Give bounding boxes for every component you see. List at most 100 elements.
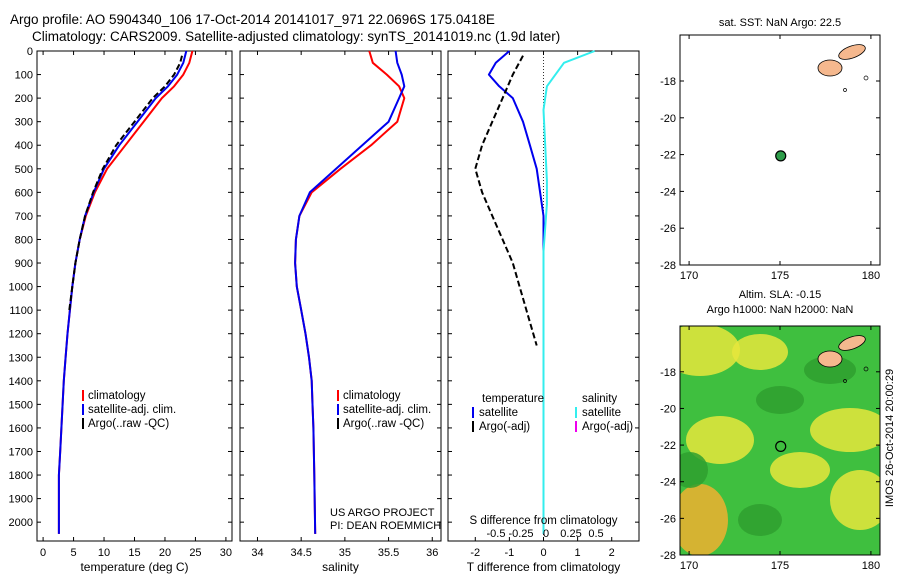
map-x-tick-label: 170: [680, 270, 698, 282]
y-tick-label: 2000: [9, 517, 33, 529]
map-y-tick-label: -20: [660, 403, 676, 415]
sla-patch: [732, 334, 788, 370]
land-island: [838, 44, 866, 60]
x-tick-label: 5: [71, 547, 77, 559]
map-y-tick-label: -22: [660, 150, 676, 162]
timestamp-label: IMOS 26-Oct-2014 20:00:29: [884, 369, 896, 507]
map-y-tick-label: -20: [660, 113, 676, 125]
legend-label: climatology: [88, 390, 146, 402]
sla-patch: [680, 326, 740, 376]
sla-patch: [804, 356, 856, 384]
land-island: [817, 350, 843, 368]
series-sal_satellite: [542, 50, 596, 534]
sla-patch: [830, 470, 880, 530]
legend-label: satellite: [479, 407, 518, 419]
series-satellite: [294, 50, 406, 534]
y-tick-label: 1400: [9, 376, 33, 388]
panel-temperature: 0100200300400500600700800900100011001200…: [9, 46, 233, 574]
sla-patch: [738, 504, 782, 536]
secondary-tick-label: 0.25: [560, 528, 581, 540]
sla-patch: [756, 386, 804, 414]
series-argo: [68, 55, 183, 311]
y-tick-label: 1200: [9, 329, 33, 341]
secondary-tick-label: 0.5: [588, 528, 603, 540]
x-tick-label: 0: [540, 547, 546, 559]
x-tick-label: 25: [189, 547, 201, 559]
x-axis-label-top: S difference from climatology: [469, 515, 617, 527]
map-x-tick-label: 175: [771, 270, 789, 282]
x-tick-label: -1: [505, 547, 515, 559]
series-satellite: [57, 50, 188, 534]
y-tick-label: 700: [15, 211, 33, 223]
argo-location-marker: [775, 440, 787, 452]
map-sla: 170 175 180 -28 -26 -24 -22 -20 -18 Altim. SLA: -…: [660, 289, 881, 572]
x-axis-label: T difference from climatology: [467, 560, 621, 574]
secondary-tick-label: -0.25: [508, 528, 533, 540]
y-tick-label: 1600: [9, 423, 33, 435]
x-tick-label: 0: [40, 547, 46, 559]
series-argo: [474, 55, 538, 346]
map-x-tick-label: 170: [680, 560, 698, 572]
map-x-tick-label: 180: [862, 560, 880, 572]
map-y-tick-label: -28: [660, 550, 676, 562]
project-label: US ARGO PROJECT: [330, 507, 435, 519]
map-title: Altim. SLA: -0.15: [739, 289, 822, 301]
x-tick-label: 15: [128, 547, 140, 559]
map-subtitle: Argo h1000: NaN h2000: NaN: [707, 304, 854, 316]
sla-patch: [686, 416, 754, 464]
y-tick-label: 400: [15, 140, 33, 152]
legend-label: Argo(-adj): [582, 421, 633, 433]
map-area: [680, 35, 880, 265]
y-tick-label: 1700: [9, 446, 33, 458]
y-tick-label: 800: [15, 234, 33, 246]
map-y-tick-label: -28: [660, 260, 676, 272]
map-y-tick-label: -22: [660, 440, 676, 452]
series-climatology: [57, 50, 194, 534]
x-tick-label: 34: [251, 547, 263, 559]
panel-difference: -2 -1 0 1 2T difference from climatology temp…: [447, 50, 640, 574]
legend-label: satellite: [582, 407, 621, 419]
series-satellite: [487, 50, 545, 534]
figure-title-line1: Argo profile: AO 5904340_106 17-Oct-2014…: [10, 12, 495, 27]
y-tick-label: 500: [15, 164, 33, 176]
sst-background: [680, 35, 880, 265]
y-tick-label: 900: [15, 258, 33, 270]
legend-label: climatology: [343, 390, 401, 402]
map-y-tick-label: -26: [660, 223, 676, 235]
y-tick-label: 0: [27, 46, 33, 58]
sla-patch: [770, 452, 830, 488]
legend-label: Argo(..raw -QC): [88, 418, 169, 430]
panel-frame: [239, 50, 442, 542]
sla-patch: [810, 408, 880, 452]
argo-location-marker: [775, 150, 787, 162]
land-island: [838, 335, 866, 351]
pi-label: PI: DEAN ROEMMICH: [330, 520, 441, 532]
figure-title-line2: Climatology: CARS2009. Satellite-adjuste…: [32, 29, 561, 44]
y-tick-label: 1100: [9, 305, 33, 317]
x-tick-label: 20: [159, 547, 171, 559]
map-y-tick-label: -24: [660, 477, 676, 489]
map-y-tick-label: -18: [660, 76, 676, 88]
map-x-tick-label: 180: [862, 270, 880, 282]
y-tick-label: 1500: [9, 399, 33, 411]
secondary-tick-label: 0: [543, 528, 549, 540]
legend-title: temperature: [482, 393, 544, 405]
panel-salinity: 34 34.5 35 35.5 36 salinity climatology satelli…: [239, 50, 442, 574]
legend-label: satellite-adj. clim.: [343, 404, 431, 416]
map-area: [680, 326, 880, 555]
land-islet: [863, 366, 869, 372]
x-axis-label: salinity: [322, 560, 359, 574]
land-islet: [843, 88, 847, 92]
secondary-tick-label: -0.5: [487, 528, 506, 540]
x-tick-label: 34.5: [290, 547, 311, 559]
x-tick-label: 1: [575, 547, 581, 559]
x-tick-label: -2: [470, 547, 480, 559]
x-tick-label: 30: [220, 547, 232, 559]
x-tick-label: 10: [98, 547, 110, 559]
x-tick-label: 2: [609, 547, 615, 559]
x-axis-label: temperature (deg C): [80, 560, 188, 574]
x-tick-label: 35: [339, 547, 351, 559]
y-tick-label: 1300: [9, 352, 33, 364]
sla-patch: [680, 452, 708, 488]
